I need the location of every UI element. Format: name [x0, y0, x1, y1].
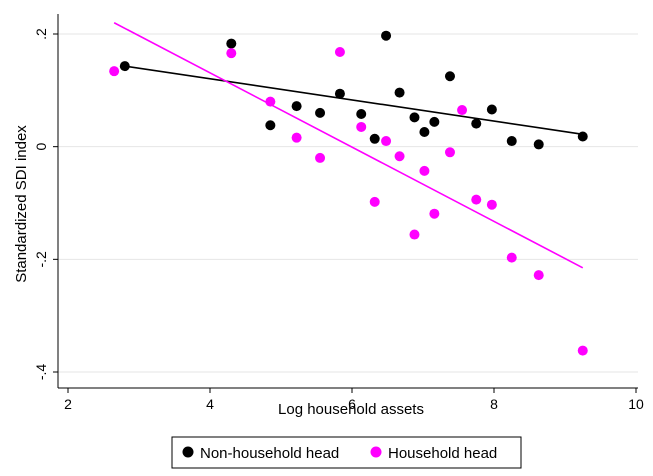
- point-non-household-head-5: [334, 88, 345, 99]
- point-non-household-head-7: [369, 133, 380, 144]
- point-non-household-head-1: [226, 38, 237, 49]
- fit-line-non-household-head: [124, 65, 583, 136]
- point-household-head-8: [381, 136, 392, 147]
- x-tick-label-4: 10: [628, 396, 644, 412]
- point-non-household-head-11: [419, 127, 430, 138]
- point-non-household-head-10: [409, 112, 420, 123]
- axes: [57, 14, 638, 389]
- point-household-head-17: [506, 252, 517, 263]
- point-household-head-9: [394, 151, 405, 162]
- point-non-household-head-4: [315, 107, 326, 118]
- point-non-household-head-6: [356, 108, 367, 119]
- y-tick-label-0: -.4: [33, 364, 49, 381]
- x-tick-label-0: 2: [64, 396, 72, 412]
- point-non-household-head-3: [291, 101, 302, 112]
- point-non-household-head-15: [486, 104, 497, 115]
- point-household-head-5: [334, 47, 345, 58]
- point-non-household-head-14: [471, 118, 482, 129]
- point-non-household-head-8: [381, 30, 392, 41]
- point-household-head-6: [356, 121, 367, 132]
- data-points: [109, 30, 588, 356]
- legend-marker-non-household-head: [182, 446, 194, 458]
- y-tick-label-2: 0: [33, 143, 49, 151]
- legend-box: [171, 436, 522, 469]
- x-tick-label-3: 8: [490, 396, 498, 412]
- point-non-household-head-2: [265, 120, 276, 131]
- x-ticks: 2 4 6 8 10: [64, 388, 644, 412]
- point-household-head-7: [369, 196, 380, 207]
- point-household-head-4: [315, 152, 326, 163]
- point-household-head-12: [429, 208, 440, 219]
- point-non-household-head-13: [444, 71, 455, 82]
- legend-label-household-head: Household head: [388, 445, 497, 462]
- point-household-head-13: [444, 147, 455, 158]
- fit-line-household-head: [113, 22, 584, 269]
- y-tick-label-1: -.2: [33, 251, 49, 268]
- x-tick-label-2: 6: [348, 396, 356, 412]
- x-tick-label-1: 4: [206, 396, 214, 412]
- point-household-head-14: [457, 105, 468, 116]
- point-household-head-11: [419, 165, 430, 176]
- point-household-head-18: [533, 270, 544, 281]
- point-household-head-15: [471, 194, 482, 205]
- point-non-household-head-12: [429, 116, 440, 127]
- x-axis-title: Log household assets: [278, 401, 424, 418]
- point-non-household-head-0: [119, 61, 130, 72]
- point-household-head-0: [109, 66, 120, 77]
- point-non-household-head-17: [533, 139, 544, 150]
- point-household-head-19: [577, 345, 588, 356]
- fit-lines: [113, 22, 584, 269]
- y-ticks: -.4 -.2 0 .2: [33, 28, 58, 380]
- point-household-head-1: [226, 48, 237, 59]
- legend-marker-household-head: [370, 446, 382, 458]
- y-axis-title: Standardized SDI index: [13, 125, 30, 283]
- point-household-head-10: [409, 229, 420, 240]
- point-non-household-head-9: [394, 87, 405, 98]
- point-household-head-2: [265, 96, 276, 107]
- legend: Non-household head Household head: [171, 436, 522, 469]
- y-tick-label-3: .2: [33, 28, 49, 40]
- point-non-household-head-16: [506, 136, 517, 147]
- point-household-head-16: [486, 199, 497, 210]
- point-non-household-head-18: [577, 131, 588, 142]
- point-household-head-3: [291, 132, 302, 143]
- legend-label-non-household-head: Non-household head: [200, 445, 339, 462]
